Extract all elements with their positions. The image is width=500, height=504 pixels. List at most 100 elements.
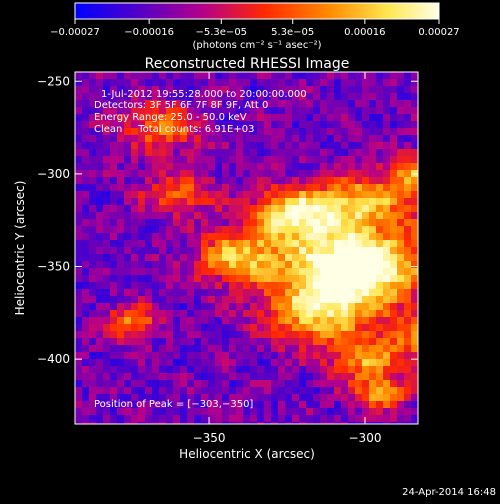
heatmap-cell bbox=[320, 142, 327, 149]
heatmap-cell bbox=[348, 310, 355, 317]
heatmap-cell bbox=[145, 289, 152, 296]
heatmap-cell bbox=[285, 408, 292, 415]
heatmap-cell bbox=[145, 408, 152, 415]
heatmap-cell bbox=[320, 114, 327, 121]
heatmap-cell bbox=[306, 317, 313, 324]
heatmap-cell bbox=[180, 128, 187, 135]
heatmap-cell bbox=[404, 310, 411, 317]
heatmap-cell bbox=[82, 184, 89, 191]
heatmap-cell bbox=[257, 163, 264, 170]
heatmap-cell bbox=[194, 394, 201, 401]
heatmap-cell bbox=[208, 149, 215, 156]
heatmap-cell bbox=[278, 296, 285, 303]
footer-date: 24-Apr-2014 16:48 bbox=[402, 487, 496, 498]
heatmap-cell bbox=[75, 128, 82, 135]
heatmap-cell bbox=[390, 170, 397, 177]
heatmap-cell bbox=[271, 79, 278, 86]
heatmap-cell bbox=[362, 163, 369, 170]
heatmap-cell bbox=[404, 226, 411, 233]
heatmap-cell bbox=[278, 114, 285, 121]
heatmap-cell bbox=[341, 114, 348, 121]
heatmap-cell bbox=[397, 415, 404, 422]
heatmap-cell bbox=[103, 191, 110, 198]
heatmap-cell bbox=[117, 289, 124, 296]
heatmap-cell bbox=[89, 198, 96, 205]
heatmap-cell bbox=[348, 352, 355, 359]
heatmap-cell bbox=[166, 331, 173, 338]
heatmap-cell bbox=[159, 268, 166, 275]
heatmap-cell bbox=[75, 422, 82, 424]
heatmap-cell bbox=[222, 233, 229, 240]
heatmap-cell bbox=[187, 261, 194, 268]
heatmap-cell bbox=[208, 191, 215, 198]
colorbar-ticks: −0.00027 −0.00016 −5.3e−05 5.3e−05 0.00016 0.… bbox=[50, 19, 460, 38]
heatmap-cell bbox=[271, 380, 278, 387]
heatmap-cell bbox=[334, 142, 341, 149]
y-tick-label: −250 bbox=[37, 74, 70, 88]
heatmap-cell bbox=[355, 296, 362, 303]
heatmap-cell bbox=[152, 303, 159, 310]
heatmap-cell bbox=[348, 149, 355, 156]
heatmap-cell bbox=[173, 331, 180, 338]
heatmap-cell bbox=[243, 93, 250, 100]
heatmap-cell bbox=[82, 282, 89, 289]
heatmap-cell bbox=[292, 296, 299, 303]
heatmap-cell bbox=[110, 268, 117, 275]
heatmap-cell bbox=[257, 177, 264, 184]
heatmap-cell bbox=[110, 324, 117, 331]
heatmap-cell bbox=[250, 401, 257, 408]
heatmap-cell bbox=[159, 121, 166, 128]
heatmap-cell bbox=[334, 366, 341, 373]
heatmap-cell bbox=[411, 254, 418, 261]
heatmap-cell bbox=[243, 338, 250, 345]
heatmap-cell bbox=[320, 226, 327, 233]
heatmap-cell bbox=[397, 240, 404, 247]
heatmap-cell bbox=[229, 170, 236, 177]
heatmap-cell bbox=[313, 338, 320, 345]
heatmap-cell bbox=[173, 135, 180, 142]
heatmap-cell bbox=[194, 72, 201, 79]
heatmap-cell bbox=[285, 296, 292, 303]
heatmap-cell bbox=[89, 289, 96, 296]
annotation-time-range: 1-Jul-2012 19:55:28.000 to 20:00:00.000 bbox=[101, 89, 307, 100]
heatmap-cell bbox=[313, 93, 320, 100]
heatmap-cell bbox=[89, 380, 96, 387]
heatmap-cell bbox=[229, 198, 236, 205]
heatmap-cell bbox=[152, 373, 159, 380]
heatmap-cell bbox=[264, 289, 271, 296]
heatmap-cell bbox=[138, 219, 145, 226]
heatmap-cell bbox=[215, 359, 222, 366]
heatmap-cell bbox=[110, 394, 117, 401]
x-tick-label: −300 bbox=[349, 431, 382, 445]
heatmap-cell bbox=[166, 324, 173, 331]
heatmap-cell bbox=[362, 324, 369, 331]
heatmap-cell bbox=[236, 240, 243, 247]
heatmap-cell bbox=[103, 373, 110, 380]
heatmap-cell bbox=[117, 149, 124, 156]
heatmap-cell bbox=[110, 247, 117, 254]
heatmap-cell bbox=[271, 408, 278, 415]
heatmap-cell bbox=[390, 408, 397, 415]
heatmap-cell bbox=[180, 415, 187, 422]
heatmap-cell bbox=[75, 317, 82, 324]
heatmap-cell bbox=[369, 366, 376, 373]
heatmap-cell bbox=[124, 394, 131, 401]
heatmap-cell bbox=[208, 163, 215, 170]
heatmap-cell bbox=[271, 128, 278, 135]
heatmap-cell bbox=[348, 394, 355, 401]
heatmap-cell bbox=[320, 198, 327, 205]
heatmap-cell bbox=[229, 282, 236, 289]
heatmap-cell bbox=[250, 408, 257, 415]
heatmap-cell bbox=[348, 219, 355, 226]
heatmap-cell bbox=[229, 142, 236, 149]
heatmap-cell bbox=[145, 240, 152, 247]
x-axis-ticks: −350−300−250 bbox=[193, 72, 382, 445]
heatmap-cell bbox=[208, 128, 215, 135]
heatmap-cell bbox=[117, 401, 124, 408]
heatmap-cell bbox=[397, 142, 404, 149]
heatmap-cell bbox=[215, 128, 222, 135]
heatmap-cell bbox=[397, 86, 404, 93]
heatmap-cell bbox=[355, 233, 362, 240]
heatmap-cell bbox=[152, 233, 159, 240]
heatmap-cell bbox=[173, 219, 180, 226]
